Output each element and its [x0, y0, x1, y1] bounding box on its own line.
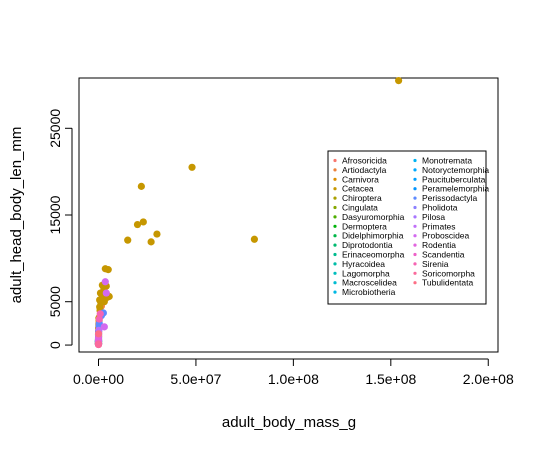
data-point	[153, 230, 161, 238]
legend-label: Soricomorpha	[422, 268, 475, 278]
legend-box	[327, 150, 487, 305]
x-tick-label: 0.0e+00	[73, 371, 124, 387]
legend-label: Primates	[422, 221, 456, 231]
legend: AfrosoricidaArtiodactylaCarnivoraCetacea…	[327, 150, 489, 305]
legend-label: Afrosoricida	[342, 156, 387, 166]
legend-marker	[413, 168, 417, 172]
legend-marker	[413, 243, 417, 247]
legend-marker	[333, 187, 337, 191]
x-tick-label: 1.5e+08	[365, 371, 416, 387]
legend-marker	[413, 252, 417, 257]
legend-marker	[333, 252, 337, 257]
y-axis: 0 5000 15000 25000	[47, 109, 73, 349]
legend-label: Monotremata	[422, 156, 472, 166]
legend-label: Carnivora	[342, 174, 379, 184]
legend-marker	[333, 262, 337, 266]
legend-marker	[333, 224, 337, 228]
legend-marker	[413, 158, 417, 163]
x-tick-label: 5.0e+07	[170, 371, 221, 387]
points-layer	[94, 77, 403, 349]
y-tick-label: 15000	[47, 195, 63, 234]
legend-label: Didelphimorphia	[342, 231, 404, 241]
y-tick-label: 5000	[47, 286, 63, 317]
x-tick-label: 1.0e+08	[268, 371, 319, 387]
legend-marker	[333, 271, 337, 275]
legend-label: Perissodactyla	[422, 193, 478, 203]
x-tick-label: 2.0e+08	[463, 371, 514, 387]
data-point	[100, 323, 108, 331]
data-point	[95, 330, 103, 338]
data-point	[96, 296, 104, 304]
legend-label: Paucituberculata	[422, 174, 486, 184]
legend-label: Microbiotheria	[342, 287, 396, 297]
x-axis-title: adult_body_mass_g	[222, 414, 356, 431]
legend-label: Chiroptera	[342, 193, 382, 203]
legend-marker	[413, 205, 417, 210]
legend-marker	[413, 196, 417, 200]
data-point	[147, 238, 155, 246]
legend-label: Tubulidentata	[422, 278, 473, 288]
data-point	[250, 235, 258, 243]
legend-label: Dermoptera	[342, 221, 387, 231]
legend-marker	[413, 187, 417, 191]
data-point	[96, 310, 104, 318]
legend-label: Cingulata	[342, 203, 378, 213]
legend-label: Proboscidea	[422, 231, 470, 241]
legend-marker	[333, 158, 337, 163]
legend-label: Scandentia	[422, 250, 465, 260]
data-point	[101, 278, 109, 286]
legend-marker	[413, 215, 417, 219]
legend-label: Macroscelidea	[342, 278, 397, 288]
legend-marker	[333, 205, 337, 210]
data-point	[133, 220, 142, 229]
data-point	[137, 182, 145, 190]
legend-label: Cetacea	[342, 184, 374, 194]
legend-marker	[333, 168, 337, 172]
x-axis: 0.0e+00 5.0e+07 1.0e+08 1.5e+08 2.0e+08	[73, 358, 514, 387]
legend-marker	[333, 196, 337, 200]
data-point	[139, 218, 147, 226]
legend-marker	[333, 177, 337, 181]
legend-label: Lagomorpha	[342, 268, 390, 278]
legend-marker	[333, 281, 337, 285]
data-point	[124, 236, 132, 244]
legend-marker	[413, 224, 417, 228]
legend-label: Pilosa	[422, 212, 445, 222]
legend-label: Dasyuromorphia	[342, 212, 405, 222]
legend-marker	[333, 243, 337, 247]
legend-marker	[413, 234, 417, 238]
legend-marker	[333, 215, 337, 219]
data-point	[395, 77, 403, 85]
legend-marker	[333, 234, 337, 238]
legend-label: Rodentia	[422, 240, 456, 250]
legend-label: Peramelemorphia	[422, 184, 489, 194]
data-point	[104, 266, 112, 274]
y-tick-label: 0	[47, 341, 63, 349]
data-point	[188, 163, 196, 171]
legend-marker	[333, 290, 337, 294]
legend-label: Diprotodontia	[342, 240, 393, 250]
plot-frame	[78, 77, 499, 353]
legend-label: Sirenia	[422, 259, 449, 269]
legend-label: Artiodactyla	[342, 165, 387, 175]
legend-marker	[413, 262, 417, 266]
y-axis-title: adult_head_body_len_mm	[8, 127, 25, 304]
data-point	[94, 340, 103, 348]
legend-label: Erinaceomorpha	[342, 250, 405, 260]
data-point	[102, 289, 110, 297]
legend-marker	[413, 281, 417, 285]
legend-label: Hyracoidea	[342, 259, 385, 269]
legend-label: Pholidota	[422, 203, 458, 213]
legend-marker	[413, 177, 417, 181]
legend-label: Notoryctemorphia	[422, 165, 489, 175]
legend-marker	[413, 271, 417, 275]
y-tick-label: 25000	[47, 109, 63, 148]
